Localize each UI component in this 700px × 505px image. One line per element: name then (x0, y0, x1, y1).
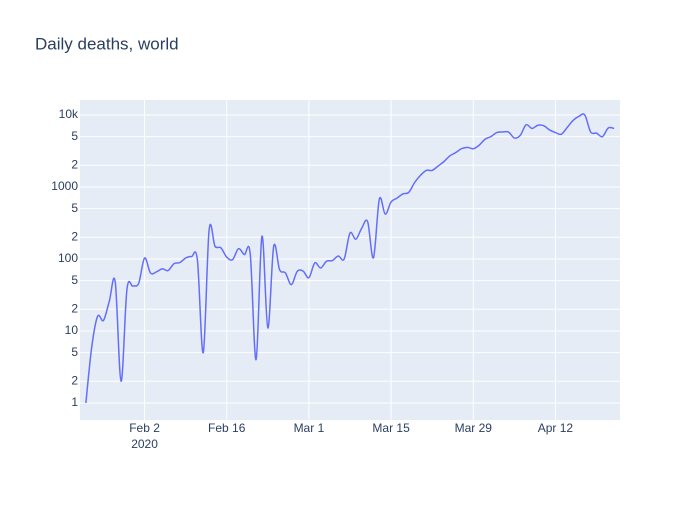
y-tick-label: 10k (59, 107, 79, 121)
y-tick-label: 5 (71, 273, 78, 287)
y-tick-label: 2 (71, 157, 78, 171)
y-tick-label: 2 (71, 229, 78, 243)
y-tick-label: 1 (71, 395, 78, 409)
chart-title: Daily deaths, world (35, 34, 179, 53)
y-tick-label: 1000 (51, 179, 78, 193)
y-tick-label: 100 (58, 251, 78, 265)
x-tick-label: Feb 16 (208, 421, 246, 435)
y-tick-label: 2 (71, 301, 78, 315)
x-tick-label: Mar 29 (455, 421, 493, 435)
y-tick-label: 5 (71, 345, 78, 359)
x-tick-label: Mar 15 (372, 421, 410, 435)
x-tick-label: Mar 1 (294, 421, 325, 435)
line-series (85, 113, 615, 404)
y-tick-label: 2 (71, 373, 78, 387)
x-tick-label: Apr 12 (538, 421, 574, 435)
x-year-label: 2020 (131, 437, 158, 451)
x-tick-label: Feb 2 (129, 421, 160, 435)
y-tick-label: 10 (65, 323, 79, 337)
plot-area (80, 100, 620, 420)
y-tick-label: 5 (71, 201, 78, 215)
y-tick-label: 5 (71, 129, 78, 143)
